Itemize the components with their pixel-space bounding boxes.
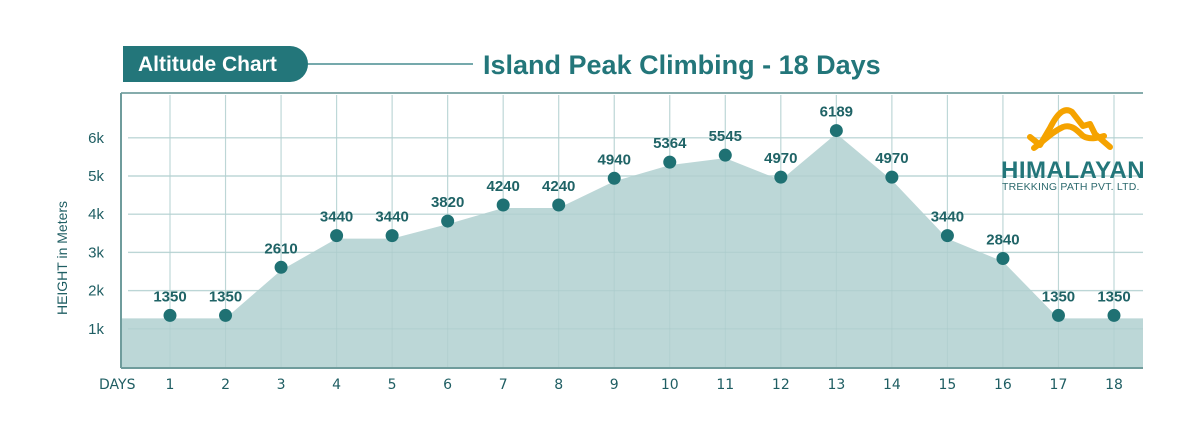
x-tick-label: 6: [443, 377, 452, 393]
data-point-day-6: 3820: [431, 194, 464, 228]
data-marker: [1107, 308, 1121, 322]
data-value-label: 1350: [153, 288, 186, 305]
data-marker: [718, 148, 732, 162]
x-tick-label: 17: [1050, 377, 1068, 393]
x-tick-label: 15: [938, 377, 956, 393]
data-marker: [274, 260, 288, 274]
data-value-label: 5364: [653, 135, 687, 152]
logo-name: HIMALAYAN: [1001, 157, 1145, 184]
data-points: 1350 1350 2610 3440 3440 3820 4240 4240 4940 5364…: [153, 104, 1131, 322]
data-point-day-15: 3440: [931, 209, 964, 243]
x-tick-label: 9: [610, 377, 619, 393]
gridlines-overlay: [128, 95, 1143, 368]
x-tick-label: 14: [883, 377, 901, 393]
data-marker: [1051, 308, 1065, 322]
data-point-day-12: 4970: [764, 150, 798, 184]
data-value-label: 3440: [931, 209, 964, 226]
x-axis-label: DAYS: [99, 377, 136, 393]
data-value-label: 1350: [1097, 288, 1130, 305]
data-value-label: 4970: [764, 150, 797, 167]
x-tick-label: 8: [554, 377, 563, 393]
data-marker: [496, 198, 510, 212]
badge-label: Altitude Chart: [138, 53, 277, 76]
data-point-day-11: 5545: [709, 128, 742, 162]
data-value-label: 2840: [986, 232, 1019, 249]
mountain-logo-icon: [1027, 107, 1113, 151]
x-tick-label: 12: [772, 377, 790, 393]
data-marker: [774, 170, 788, 184]
company-logo: HIMALAYAN TREKKING PATH PVT. LTD.: [1001, 107, 1145, 193]
x-tick-label: 10: [661, 377, 679, 393]
data-point-day-4: 3440: [320, 209, 353, 243]
data-value-label: 3440: [320, 209, 353, 226]
badge-background: [123, 46, 308, 82]
data-value-label: 3440: [375, 209, 408, 226]
data-value-label: 5545: [709, 128, 742, 145]
y-tick-label: 1k: [88, 321, 104, 338]
y-tick-label: 4k: [88, 206, 104, 223]
data-marker: [996, 252, 1010, 266]
x-tick-label: 18: [1105, 377, 1123, 393]
x-tick-label: 2: [221, 377, 230, 393]
chart-badge: Altitude Chart: [123, 46, 308, 82]
x-tick-label: 3: [277, 377, 286, 393]
data-point-day-1: 1350: [153, 288, 187, 322]
y-axis-ticks: 1k 2k 3k 4k 5k 6k: [88, 130, 104, 338]
data-point-day-3: 2610: [264, 240, 298, 274]
data-marker: [829, 124, 843, 138]
data-marker: [330, 229, 344, 243]
data-point-day-7: 4240: [486, 178, 520, 212]
x-tick-label: 7: [499, 377, 508, 393]
x-tick-label: 11: [716, 377, 734, 393]
data-marker: [885, 170, 899, 184]
data-point-day-13: 6189: [820, 104, 853, 138]
data-value-label: 4940: [598, 151, 631, 168]
data-point-day-14: 4970: [875, 150, 909, 184]
y-tick-label: 5k: [88, 168, 104, 185]
y-tick-label: 6k: [88, 130, 104, 147]
logo-tagline: TREKKING PATH PVT. LTD.: [1002, 181, 1140, 193]
y-tick-label: 3k: [88, 244, 104, 261]
data-value-label: 4240: [486, 178, 519, 195]
data-marker: [552, 198, 566, 212]
data-point-day-18: 1350: [1097, 288, 1131, 322]
data-point-day-10: 5364: [653, 135, 687, 169]
data-point-day-5: 3440: [375, 209, 409, 243]
y-tick-label: 2k: [88, 283, 104, 300]
x-tick-label: 16: [994, 377, 1012, 393]
data-point-day-2: 1350: [209, 288, 242, 322]
chart-title: Island Peak Climbing - 18 Days: [483, 50, 881, 80]
x-tick-label: 13: [827, 377, 845, 393]
data-marker: [385, 229, 399, 243]
data-marker: [163, 308, 177, 322]
x-axis-ticks: 1 2 3 4 5 6 7 8 9 10 11 12 13 14 15 16 17 18: [166, 377, 1123, 393]
y-axis-label: HEIGHT in Meters: [54, 201, 70, 315]
data-marker: [607, 171, 621, 185]
x-tick-label: 5: [388, 377, 397, 393]
data-marker: [441, 214, 455, 228]
data-value-label: 4240: [542, 178, 575, 195]
x-tick-label: 4: [332, 377, 341, 393]
data-marker: [219, 308, 233, 322]
data-point-day-9: 4940: [598, 151, 631, 185]
altitude-area: [121, 133, 1143, 368]
data-value-label: 3820: [431, 194, 464, 211]
data-value-label: 1350: [1042, 288, 1075, 305]
data-value-label: 4970: [875, 150, 908, 167]
data-value-label: 1350: [209, 288, 242, 305]
data-point-day-17: 1350: [1042, 288, 1075, 322]
data-marker: [663, 155, 677, 169]
data-value-label: 2610: [264, 240, 297, 257]
data-value-label: 6189: [820, 104, 853, 121]
data-point-day-16: 2840: [986, 232, 1020, 266]
data-marker: [940, 229, 954, 243]
data-point-day-8: 4240: [542, 178, 575, 212]
x-tick-label: 1: [166, 377, 175, 393]
